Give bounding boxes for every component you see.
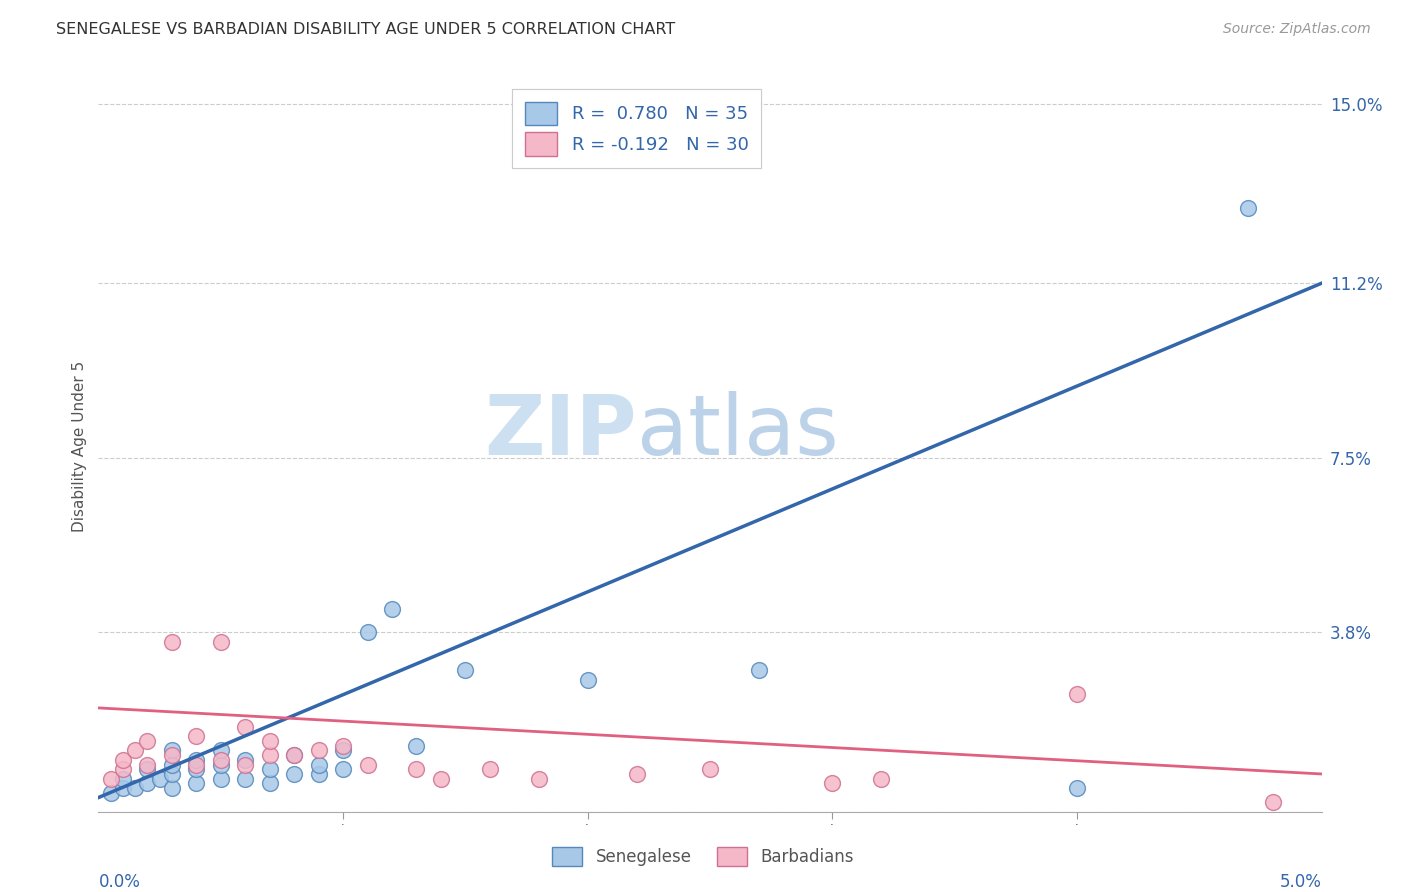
Point xyxy=(405,739,427,753)
Point xyxy=(259,734,281,748)
Point xyxy=(124,781,146,796)
Point xyxy=(1237,201,1260,215)
Point xyxy=(233,753,256,767)
Point xyxy=(381,602,404,616)
Point xyxy=(160,748,183,763)
Point xyxy=(209,753,232,767)
Point xyxy=(430,772,453,786)
Point xyxy=(283,748,305,763)
Y-axis label: Disability Age Under 5: Disability Age Under 5 xyxy=(72,360,87,532)
Point xyxy=(748,663,770,677)
Point xyxy=(136,734,159,748)
Point xyxy=(308,743,330,757)
Point xyxy=(626,767,648,781)
Point xyxy=(576,673,599,687)
Point xyxy=(405,762,427,776)
Point xyxy=(478,762,501,776)
Point xyxy=(186,757,208,772)
Point xyxy=(209,743,232,757)
Point xyxy=(136,776,159,790)
Point xyxy=(186,762,208,776)
Point xyxy=(870,772,893,786)
Point xyxy=(160,743,183,757)
Point xyxy=(149,772,172,786)
Point xyxy=(308,757,330,772)
Point xyxy=(332,762,354,776)
Point xyxy=(186,729,208,743)
Text: SENEGALESE VS BARBADIAN DISABILITY AGE UNDER 5 CORRELATION CHART: SENEGALESE VS BARBADIAN DISABILITY AGE U… xyxy=(56,22,675,37)
Point xyxy=(283,767,305,781)
Point xyxy=(160,781,183,796)
Point xyxy=(356,625,378,640)
Point xyxy=(100,772,122,786)
Point xyxy=(209,635,232,649)
Point xyxy=(332,743,354,757)
Point xyxy=(100,786,122,800)
Text: Source: ZipAtlas.com: Source: ZipAtlas.com xyxy=(1223,22,1371,37)
Point xyxy=(124,743,146,757)
Point xyxy=(1261,795,1284,809)
Text: 5.0%: 5.0% xyxy=(1279,873,1322,891)
Point xyxy=(1066,781,1088,796)
Point xyxy=(233,772,256,786)
Point xyxy=(259,776,281,790)
Point xyxy=(699,762,721,776)
Point xyxy=(186,753,208,767)
Point xyxy=(111,772,134,786)
Point xyxy=(160,767,183,781)
Point xyxy=(136,762,159,776)
Point xyxy=(454,663,477,677)
Point xyxy=(527,772,550,786)
Point xyxy=(233,757,256,772)
Point xyxy=(160,757,183,772)
Point xyxy=(233,720,256,734)
Point xyxy=(209,757,232,772)
Legend: R =  0.780   N = 35, R = -0.192   N = 30: R = 0.780 N = 35, R = -0.192 N = 30 xyxy=(512,89,761,169)
Text: 0.0%: 0.0% xyxy=(98,873,141,891)
Point xyxy=(259,748,281,763)
Point xyxy=(259,762,281,776)
Point xyxy=(186,776,208,790)
Point xyxy=(136,757,159,772)
Point xyxy=(111,753,134,767)
Text: atlas: atlas xyxy=(637,391,838,472)
Point xyxy=(283,748,305,763)
Point xyxy=(111,781,134,796)
Point xyxy=(332,739,354,753)
Point xyxy=(160,635,183,649)
Point xyxy=(111,762,134,776)
Legend: Senegalese, Barbadians: Senegalese, Barbadians xyxy=(544,838,862,875)
Text: ZIP: ZIP xyxy=(484,391,637,472)
Point xyxy=(356,757,378,772)
Point xyxy=(209,772,232,786)
Point xyxy=(1066,687,1088,701)
Point xyxy=(308,767,330,781)
Point xyxy=(821,776,844,790)
